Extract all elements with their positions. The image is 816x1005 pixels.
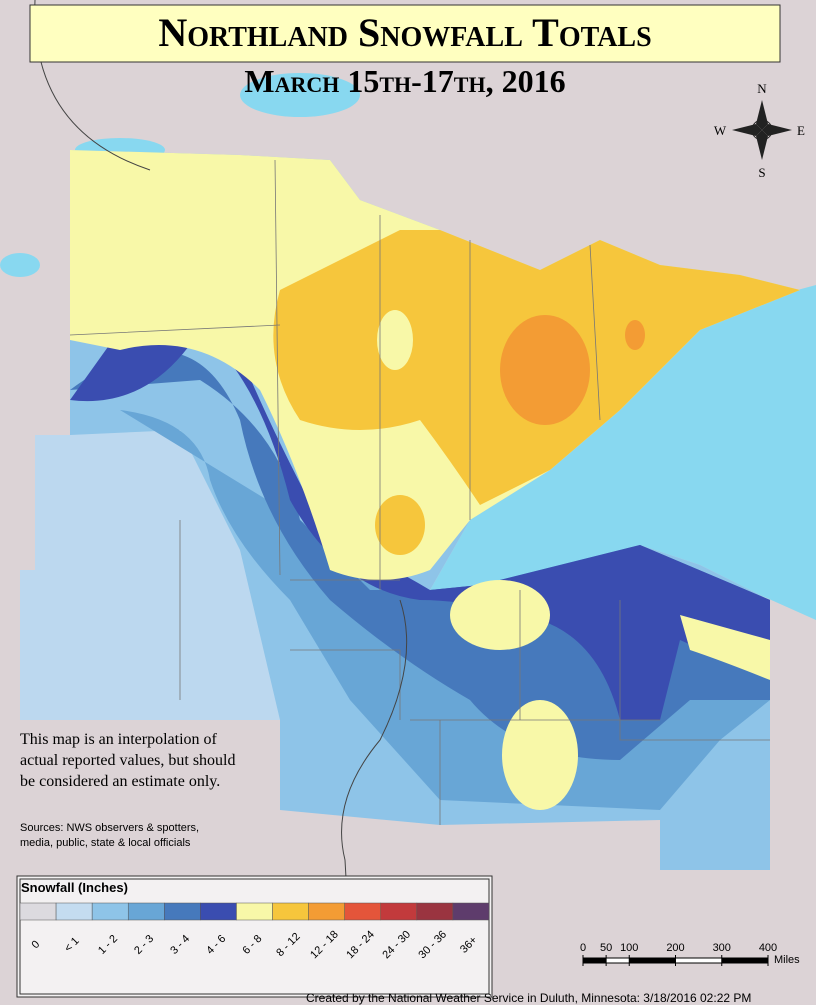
disclaimer-line: actual reported values, but should <box>20 752 236 769</box>
lake-superior <box>430 285 816 620</box>
snowfall-8-12 <box>375 495 425 555</box>
county-lines <box>69 159 770 825</box>
legend-swatch <box>164 902 201 921</box>
snowfall-12-18 <box>625 320 645 350</box>
legend-swatch <box>416 902 454 921</box>
legend-swatch <box>452 902 490 921</box>
legend-title: Snowfall (Inches) <box>21 880 128 895</box>
snowfall-6-8 <box>450 580 550 650</box>
snowfall-6-8 <box>502 700 578 810</box>
legend-swatch <box>236 902 273 921</box>
legend-box-inner <box>19 878 490 995</box>
scale-label: 400 <box>759 942 777 954</box>
sources-line: Sources: NWS observers & spotters, <box>20 822 199 834</box>
compass-n: N <box>757 81 767 96</box>
lake <box>0 253 40 277</box>
scale-unit: Miles <box>774 954 800 966</box>
legend-swatch <box>19 902 57 921</box>
compass-e: E <box>797 123 805 138</box>
legend-swatch <box>127 902 165 921</box>
scale-label: 100 <box>620 942 638 954</box>
footer: Created by the National Weather Service … <box>306 991 751 1005</box>
scale-label: 0 <box>580 942 586 954</box>
compass <box>732 100 792 160</box>
legend-swatch <box>91 902 129 921</box>
snowfall-6-8 <box>377 310 413 370</box>
scale-label: 300 <box>713 942 731 954</box>
compass-s: S <box>758 165 765 180</box>
scale-segment <box>629 958 676 963</box>
disclaimer-line: be considered an estimate only. <box>20 773 220 790</box>
title: Northland Snowfall Totals <box>158 10 651 55</box>
compass-w: W <box>714 123 727 138</box>
scale-label: 50 <box>600 942 612 954</box>
snowfall-6-8 <box>680 615 770 680</box>
snowfall-12-18 <box>500 315 590 425</box>
lake <box>240 73 360 117</box>
snowfall-lt-1 <box>20 430 280 720</box>
sources-line: media, public, state & local officials <box>20 837 191 849</box>
snowfall-4-6 <box>70 330 770 720</box>
subtitle: March 15th-17th, 2016 <box>244 63 565 99</box>
scale-segment <box>583 958 607 963</box>
legend-swatch <box>344 902 382 921</box>
title-box <box>29 4 781 63</box>
legend-swatch <box>200 902 237 921</box>
scale-segment <box>721 958 768 963</box>
legend-swatch <box>380 902 418 921</box>
legend-box <box>16 875 493 998</box>
legend-swatch <box>55 902 93 921</box>
legend-swatch <box>272 902 309 921</box>
disclaimer-line: This map is an interpolation of <box>20 731 218 748</box>
legend-swatch <box>308 902 345 921</box>
scale-label: 200 <box>666 942 684 954</box>
